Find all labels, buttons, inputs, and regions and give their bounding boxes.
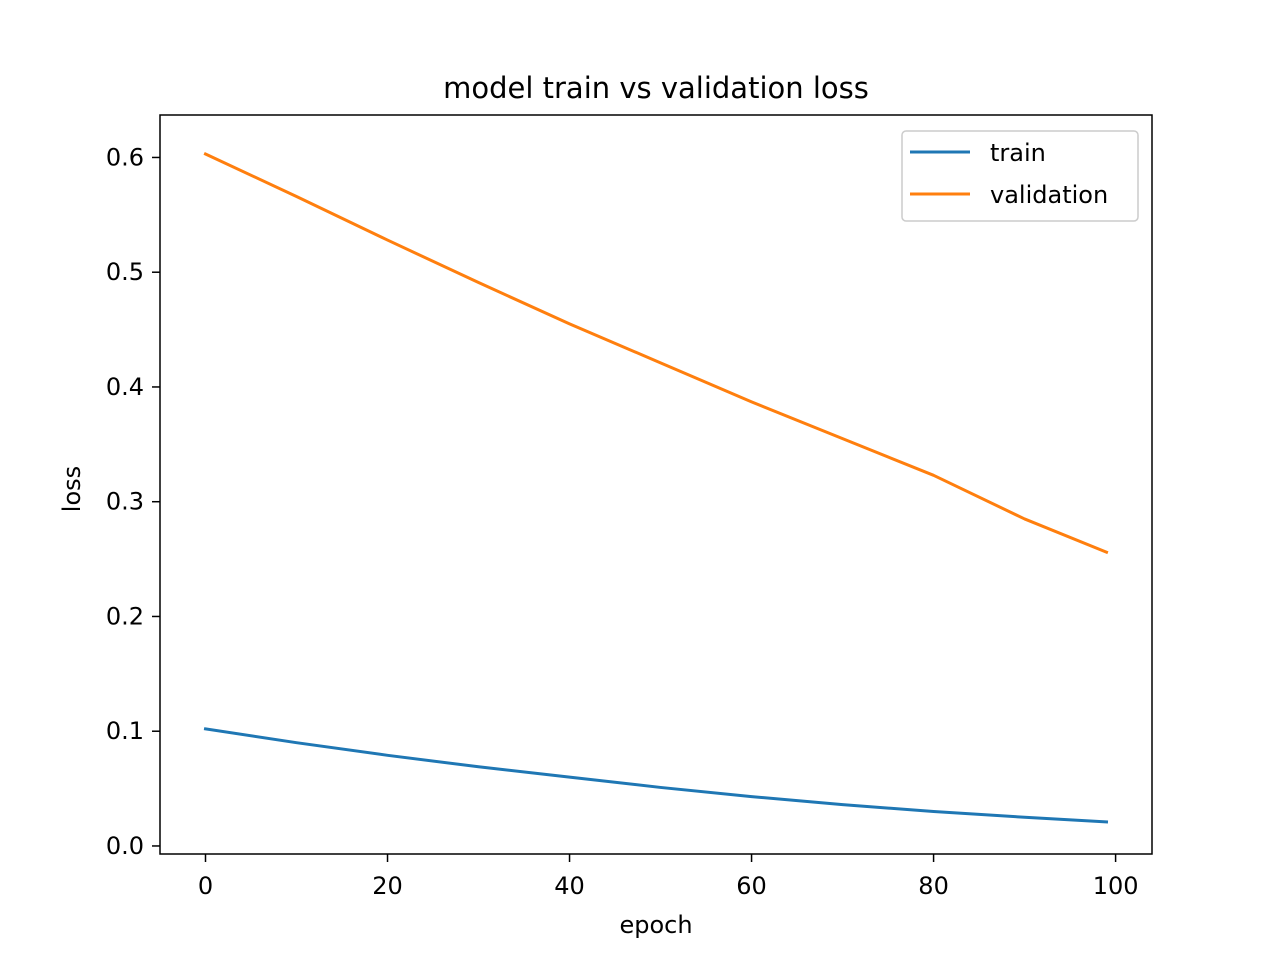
plot-area <box>160 115 1152 854</box>
series-layer <box>203 152 1109 824</box>
y-axis-label: loss <box>58 466 86 512</box>
series-line-train <box>203 727 1109 824</box>
plot-frame <box>159 114 1153 855</box>
y-tick-label: 0.4 <box>106 373 144 401</box>
y-tick-label: 0.0 <box>106 832 144 860</box>
x-tick-label: 20 <box>372 872 403 900</box>
y-axis-ticks: 0.0 0.1 0.2 0.3 0.4 0.5 0.6 <box>106 143 160 860</box>
legend-label-validation: validation <box>990 181 1108 209</box>
x-tick-label: 40 <box>554 872 585 900</box>
x-tick-label: 80 <box>918 872 949 900</box>
y-tick-label: 0.1 <box>106 717 144 745</box>
legend: train validation <box>901 130 1139 222</box>
y-tick-label: 0.5 <box>106 258 144 286</box>
y-tick-label: 0.3 <box>106 488 144 516</box>
x-axis-label: epoch <box>619 911 692 939</box>
y-tick-label: 0.6 <box>106 143 144 171</box>
chart-title: model train vs validation loss <box>443 71 869 105</box>
legend-label-train: train <box>990 139 1046 167</box>
x-tick-label: 60 <box>736 872 767 900</box>
x-tick-label: 0 <box>198 872 213 900</box>
x-tick-label: 100 <box>1093 872 1139 900</box>
series-line-validation <box>203 152 1109 555</box>
x-axis-ticks: 0 20 40 60 80 100 <box>198 854 1139 900</box>
y-tick-label: 0.2 <box>106 602 144 630</box>
